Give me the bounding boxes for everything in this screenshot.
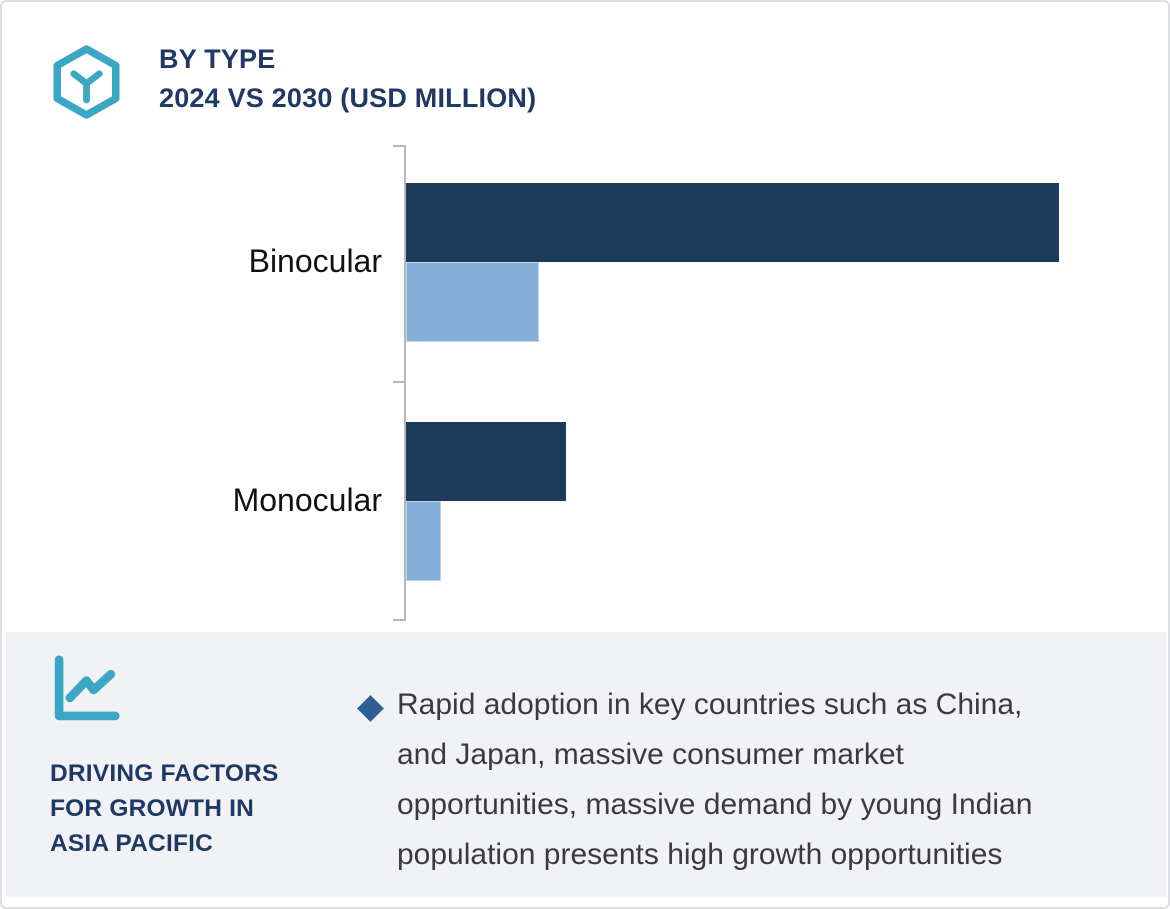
heading-line: DRIVING FACTORS [50,760,279,787]
chart-subtitle: 2024 VS 2030 (USD MILLION) [159,83,537,113]
driving-factors-heading: DRIVING FACTORS FOR GROWTH IN ASIA PACIF… [50,756,279,861]
driving-factors-panel: DRIVING FACTORS FOR GROWTH IN ASIA PACIF… [6,632,1166,897]
bar-monocular-2024 [406,501,441,581]
axis-tick [393,381,405,383]
bullet-text-line: opportunities, massive demand by young I… [397,788,1033,821]
line-chart-icon [54,655,120,721]
chart-title-block: BY TYPE 2024 VS 2030 (USD MILLION) [159,40,536,118]
category-axis [404,145,406,621]
heading-line: FOR GROWTH IN [50,795,255,822]
category-label-monocular: Monocular [232,482,382,518]
bar-binocular-2030 [406,183,1059,262]
driving-factors-bullet-text: Rapid adoption in key countries such as … [397,680,1157,880]
axis-tick [393,145,405,147]
bar-binocular-2024 [406,262,539,342]
axis-tick [393,619,405,621]
bullet-text-line: population presents high growth opportun… [397,838,1003,871]
hexagon-y-icon [53,45,120,119]
bar-monocular-2030 [406,422,566,501]
category-label-binocular: Binocular [248,243,382,279]
bullet-text-line: and Japan, massive consumer market [397,738,904,771]
chart-title: BY TYPE [159,44,276,74]
diamond-bullet-icon [357,695,384,722]
bullet-text-line: Rapid adoption in key countries such as … [397,688,1023,721]
heading-line: ASIA PACIFIC [50,830,214,857]
